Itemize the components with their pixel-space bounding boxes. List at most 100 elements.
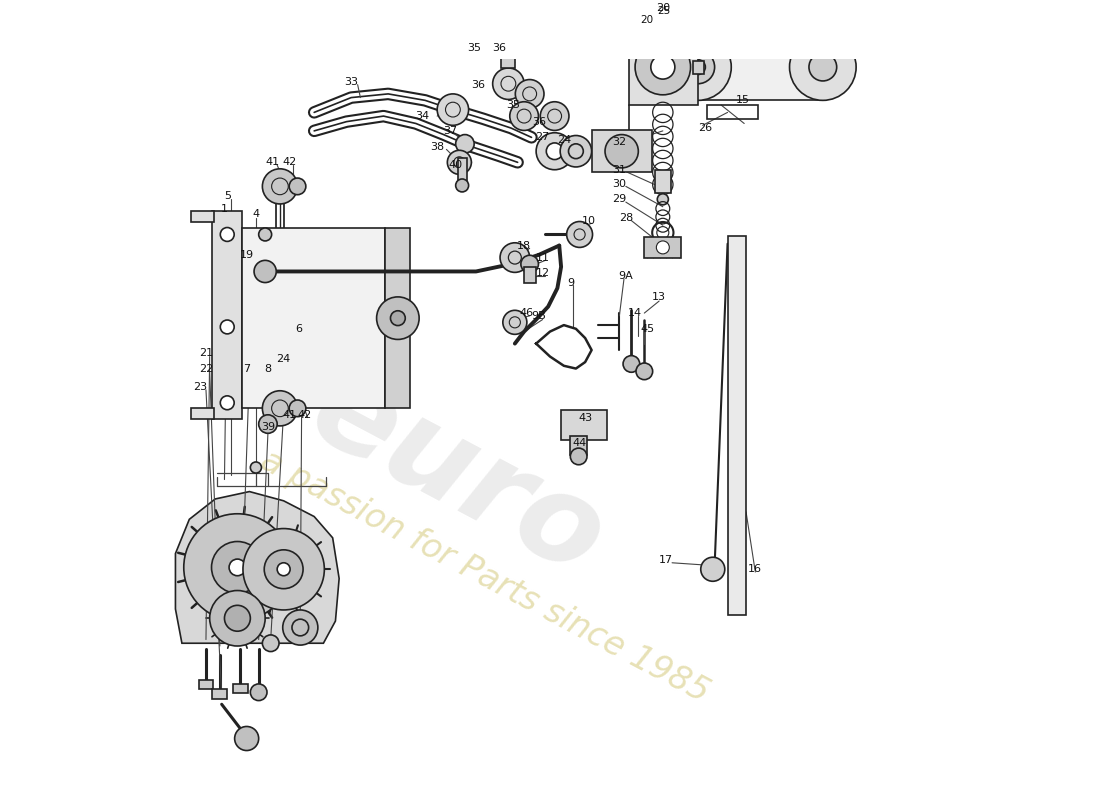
- Bar: [458, 158, 466, 184]
- Circle shape: [503, 310, 527, 334]
- Circle shape: [254, 260, 276, 282]
- Text: 42: 42: [298, 410, 312, 420]
- Text: 8: 8: [264, 363, 272, 374]
- Bar: [191, 408, 214, 419]
- Circle shape: [220, 396, 234, 410]
- Text: 42: 42: [282, 158, 296, 167]
- Circle shape: [664, 34, 732, 100]
- Circle shape: [623, 356, 640, 372]
- Circle shape: [211, 542, 263, 594]
- Text: 26: 26: [698, 123, 713, 133]
- Text: 27: 27: [536, 132, 550, 142]
- Circle shape: [560, 135, 592, 167]
- Text: 34: 34: [416, 111, 429, 121]
- Bar: [645, 238, 681, 258]
- Text: 9: 9: [566, 278, 574, 287]
- Bar: [212, 211, 242, 419]
- Circle shape: [521, 255, 538, 273]
- Circle shape: [651, 55, 675, 79]
- Text: 23: 23: [194, 382, 208, 392]
- Circle shape: [263, 390, 297, 426]
- Circle shape: [210, 590, 265, 646]
- Circle shape: [437, 94, 469, 126]
- Circle shape: [547, 143, 563, 159]
- Bar: [199, 680, 213, 690]
- Text: 9B: 9B: [531, 311, 547, 321]
- Text: 25: 25: [671, 0, 684, 1]
- Circle shape: [277, 562, 290, 576]
- Text: 16: 16: [748, 564, 762, 574]
- Circle shape: [184, 514, 292, 621]
- Text: 14: 14: [628, 308, 642, 318]
- Circle shape: [220, 320, 234, 334]
- Circle shape: [258, 415, 277, 434]
- Text: 36: 36: [492, 42, 506, 53]
- Bar: [727, 236, 746, 615]
- Circle shape: [289, 400, 306, 417]
- Circle shape: [234, 726, 258, 750]
- Text: 5: 5: [224, 190, 232, 201]
- Text: 24: 24: [276, 354, 290, 364]
- Circle shape: [605, 134, 638, 168]
- Circle shape: [635, 39, 691, 95]
- Text: 36: 36: [471, 80, 485, 90]
- Circle shape: [258, 228, 272, 241]
- Text: 13: 13: [652, 292, 667, 302]
- Circle shape: [509, 102, 538, 130]
- Bar: [654, 170, 671, 193]
- Circle shape: [448, 150, 472, 174]
- Text: 20: 20: [640, 15, 653, 25]
- Text: a passion for Parts since 1985: a passion for Parts since 1985: [255, 444, 715, 710]
- Bar: [693, 61, 704, 74]
- Text: 18: 18: [517, 241, 531, 250]
- Circle shape: [289, 178, 306, 194]
- Circle shape: [455, 134, 474, 153]
- Circle shape: [500, 242, 530, 272]
- Text: 17: 17: [659, 555, 673, 565]
- Bar: [385, 228, 410, 408]
- Text: 6: 6: [295, 324, 301, 334]
- Text: 39: 39: [261, 422, 275, 432]
- Circle shape: [566, 222, 593, 247]
- Circle shape: [636, 363, 652, 380]
- Text: 41: 41: [282, 410, 296, 420]
- Text: 38: 38: [430, 142, 444, 152]
- Circle shape: [658, 194, 669, 205]
- Text: 1: 1: [221, 203, 228, 214]
- Text: 24: 24: [557, 135, 571, 145]
- Polygon shape: [175, 491, 339, 643]
- Circle shape: [540, 102, 569, 130]
- Bar: [500, 36, 515, 68]
- Circle shape: [376, 297, 419, 339]
- Circle shape: [681, 50, 715, 84]
- Text: 4: 4: [252, 209, 260, 219]
- Bar: [212, 690, 228, 698]
- Text: 45: 45: [640, 324, 654, 334]
- Circle shape: [808, 53, 837, 81]
- Circle shape: [264, 550, 304, 589]
- Text: 46: 46: [520, 308, 534, 318]
- Text: 28: 28: [618, 213, 632, 223]
- Text: 12: 12: [536, 268, 550, 278]
- Text: 41: 41: [265, 158, 279, 167]
- Bar: [628, 29, 698, 105]
- Text: 20: 20: [656, 3, 670, 13]
- Text: 35: 35: [468, 42, 481, 53]
- Bar: [698, 34, 823, 100]
- Text: 31: 31: [613, 165, 626, 174]
- Circle shape: [251, 462, 262, 473]
- Circle shape: [455, 179, 469, 192]
- Circle shape: [263, 635, 279, 651]
- Text: 32: 32: [613, 137, 626, 147]
- Text: 22: 22: [199, 363, 213, 374]
- Circle shape: [657, 241, 669, 254]
- Text: 44: 44: [572, 438, 586, 447]
- Circle shape: [536, 133, 573, 170]
- Text: 19: 19: [240, 250, 254, 260]
- Bar: [592, 130, 651, 171]
- Circle shape: [790, 34, 856, 100]
- Circle shape: [263, 169, 297, 204]
- Circle shape: [570, 448, 587, 465]
- Circle shape: [283, 610, 318, 645]
- Bar: [191, 211, 214, 222]
